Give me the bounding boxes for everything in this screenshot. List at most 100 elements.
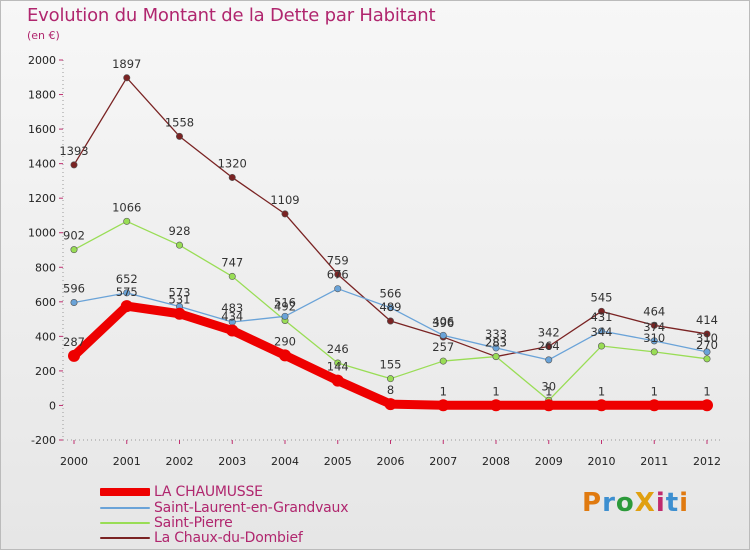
axes: -200 0 200 400 600 800 1000 1200 1400 1600 1800 200… [28, 54, 721, 468]
data-point [650, 348, 658, 356]
series-layer [68, 74, 713, 412]
data-label: 652 [116, 272, 138, 286]
data-label: 344 [591, 325, 613, 339]
data-label: 155 [380, 358, 402, 372]
data-point [386, 375, 394, 383]
data-point [648, 399, 661, 412]
data-label: 264 [538, 339, 560, 353]
data-label: 492 [274, 299, 296, 313]
data-label: 573 [169, 285, 191, 299]
data-label: 1 [545, 384, 552, 398]
x-tick-label: 2011 [640, 455, 668, 468]
data-label: 516 [274, 295, 296, 309]
legend-item-saint-pierre: Saint-Pierre [100, 515, 400, 531]
x-tick-label: 2007 [429, 455, 457, 468]
data-point [334, 270, 342, 278]
chart-subtitle: (en €) [27, 29, 60, 42]
data-label: 342 [538, 325, 560, 339]
data-label: 902 [63, 229, 85, 243]
data-point [597, 342, 605, 350]
data-point [597, 307, 605, 315]
data-point [123, 217, 131, 225]
data-point [384, 398, 397, 411]
proxiti-logo: ProXiti [582, 488, 690, 518]
data-point [703, 348, 711, 356]
x-tick-label: 2004 [271, 455, 299, 468]
data-label: 310 [643, 331, 665, 345]
data-label: 434 [221, 309, 243, 323]
data-point [595, 399, 608, 412]
data-label: 596 [63, 282, 85, 296]
data-label: 431 [591, 310, 613, 324]
legend-label-la-chaumusse: LA CHAUMUSSE [154, 484, 263, 500]
data-label: 30 [541, 379, 556, 393]
data-point [439, 357, 447, 365]
data-label: 575 [116, 285, 138, 299]
data-point [176, 241, 184, 249]
data-point [334, 359, 342, 367]
legend-swatch-la-chaumusse [100, 488, 150, 496]
data-point [545, 342, 553, 350]
data-point [439, 331, 447, 339]
data-point [492, 344, 500, 352]
data-label: 928 [169, 224, 191, 238]
data-point [437, 399, 450, 412]
legend-label-la-chaux: La Chaux-du-Dombief [154, 530, 303, 546]
data-label: 333 [485, 327, 507, 341]
data-label: 283 [485, 336, 507, 350]
data-point [331, 374, 344, 387]
legend-item-la-chaux: La Chaux-du-Dombief [100, 530, 400, 546]
data-label: 489 [380, 300, 402, 314]
data-point [176, 132, 184, 140]
legend-label-saint-laurent: Saint-Laurent-en-Grandvaux [154, 500, 349, 516]
data-label: 759 [327, 253, 349, 267]
data-label: 270 [696, 338, 718, 352]
data-label: 483 [221, 301, 243, 315]
data-point [542, 399, 555, 412]
data-point [68, 349, 80, 362]
y-tick-label: 400 [35, 330, 56, 343]
data-label: 257 [432, 340, 454, 354]
data-point [279, 349, 291, 362]
data-point [70, 299, 78, 307]
data-point [173, 307, 186, 320]
data-label: 1897 [112, 57, 141, 71]
data-label: 545 [591, 290, 613, 304]
x-tick-label: 2003 [218, 455, 246, 468]
data-point [70, 161, 78, 169]
x-tick-label: 2010 [588, 455, 616, 468]
x-tick-label: 2002 [166, 455, 194, 468]
data-point [123, 289, 131, 297]
x-tick-label: 2001 [113, 455, 141, 468]
legend-swatch-saint-laurent [100, 507, 150, 509]
data-label: 1 [492, 384, 499, 398]
legend-item-la-chaumusse: LA CHAUMUSSE [100, 484, 400, 500]
data-label: 1 [651, 384, 658, 398]
data-point [650, 337, 658, 345]
data-point [545, 356, 553, 364]
legend-swatch-saint-pierre [100, 522, 150, 524]
legend-label-saint-pierre: Saint-Pierre [154, 515, 233, 531]
data-label: 1 [440, 384, 447, 398]
data-point [281, 312, 289, 320]
data-point [334, 285, 342, 293]
data-point [386, 317, 394, 325]
data-label: 531 [169, 293, 191, 307]
data-label: 1 [598, 384, 605, 398]
data-label: 283 [485, 336, 507, 350]
y-tick-label: 1200 [28, 192, 56, 205]
y-tick-label: 2000 [28, 54, 56, 67]
y-tick-label: -200 [31, 434, 56, 447]
data-point [597, 327, 605, 335]
data-point [226, 324, 239, 337]
data-label: 1558 [165, 115, 194, 129]
y-tick-label: 0 [49, 399, 56, 412]
data-label: 1066 [112, 200, 141, 214]
data-point [701, 399, 713, 412]
data-label: 290 [274, 334, 296, 348]
data-label: 1 [703, 384, 710, 398]
data-point [492, 353, 500, 361]
data-label: 310 [696, 331, 718, 345]
data-label: 144 [327, 360, 349, 374]
